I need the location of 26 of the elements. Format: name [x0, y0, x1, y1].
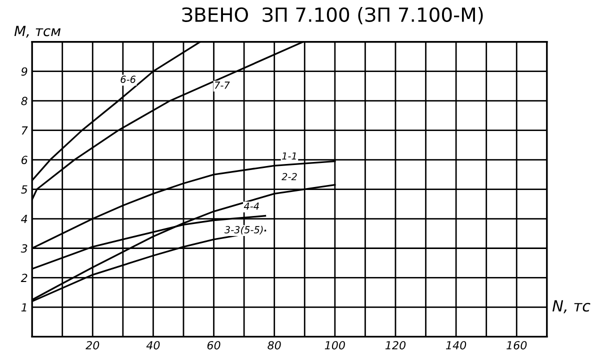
- y-tick-label: 1: [21, 303, 26, 312]
- x-tick-label: 80: [268, 341, 281, 350]
- y-tick-label: 4: [21, 214, 28, 223]
- x-axis-title: N, тс: [552, 300, 590, 314]
- x-tick-label: 160: [506, 341, 527, 350]
- annotation: 3-3(5-5): [224, 226, 263, 235]
- annotation: 4-4: [244, 202, 259, 210]
- annotation: 1-1: [282, 152, 296, 160]
- x-tick-label: 40: [146, 341, 160, 350]
- annotation: 6-6: [120, 76, 136, 84]
- y-tick-label: 5: [21, 185, 28, 194]
- y-tick-label: 2: [20, 274, 28, 282]
- x-tick-label: 100: [324, 341, 345, 350]
- chart-title: ЗВЕНО ЗП 7.100 (ЗП 7.100-М): [182, 6, 483, 24]
- y-tick-label: 7: [22, 126, 28, 135]
- x-tick-label: 140: [446, 341, 466, 350]
- y-tick-label: 3: [20, 244, 28, 253]
- y-tick-label: 9: [21, 67, 28, 76]
- y-tick-label: 6: [22, 156, 28, 164]
- annotation: 2-2: [282, 172, 297, 180]
- y-axis-title: M, тсм: [14, 26, 61, 38]
- x-tick-label: 20: [86, 341, 100, 350]
- annotation: 7-7: [214, 82, 230, 89]
- x-tick-label: 120: [385, 341, 406, 350]
- x-tick-label: 60: [207, 341, 220, 350]
- y-tick-label: 8: [21, 96, 28, 106]
